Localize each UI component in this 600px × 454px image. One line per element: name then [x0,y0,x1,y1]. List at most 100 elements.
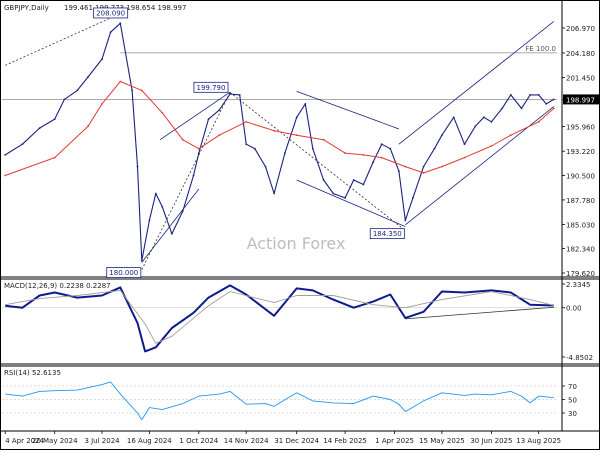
price-trend-line-1 [141,92,231,270]
symbol-label: GBPJPY,Daily [4,4,49,12]
macd-series-signal [5,289,554,344]
price-price-point [344,197,346,199]
annotation-box-2 [106,267,142,278]
price-sma-point [552,107,555,110]
price-price-point [380,143,383,146]
price-price-point [197,152,200,155]
price-sma-point [53,156,56,159]
price-price-point [295,116,298,119]
price-price-point [148,219,151,222]
annotation-box-3 [369,228,405,240]
price-price-point [245,143,248,146]
price-sma-point [380,156,383,159]
rsi-y-tick-label: 70 [568,383,577,391]
price-price-point [537,94,540,96]
price-price-point [140,259,143,262]
series-layer [4,22,555,421]
price-y-tick-label: 206.970 [566,25,595,33]
current-price-label: 198.997 [566,96,595,104]
price-price-point [136,165,139,168]
price-trend-line-8 [398,21,555,145]
price-price-point [119,22,122,25]
price-price-point [253,147,256,150]
price-price-point [552,98,555,101]
price-trend-line-6 [296,179,406,227]
price-price-point [501,107,503,110]
price-sma-point [119,80,122,83]
price-sma-point [101,103,103,105]
current-price-box [563,94,599,105]
price-price-point [404,219,407,222]
annotation-box-1 [193,81,229,93]
macd-y-tick-label: 0.00 [566,305,582,313]
price-sma-point [87,125,89,128]
price-price-point [441,134,443,137]
price-sma-point [161,111,164,114]
price-y-tick-label: 195.960 [566,124,595,132]
x-tick-label: 13 Aug 2025 [516,437,561,445]
fe-annotation-label: FE 100.0 [525,45,556,53]
price-y-tick-label: 190.500 [566,173,595,181]
price-sma-point [490,145,493,147]
price-price-point [161,206,164,208]
price-sma-point [404,165,407,168]
price-price-point [87,76,89,78]
price-price-point [452,116,455,119]
price-price-point [181,210,184,213]
price-price-point [101,58,103,60]
price-trend-line-2 [229,92,406,231]
x-tick-label: 4 Apr 2024 [5,437,44,445]
price-sma-point [197,147,200,150]
price-price-point [238,94,241,96]
price-price-point [463,143,466,146]
price-price-point [483,116,485,119]
price-sma-point [295,134,298,137]
rsi-y-tick-label: 30 [568,410,577,418]
x-tick-label: 30 Jun 2025 [470,437,512,445]
price-sma-point [422,172,425,174]
price-price-point [21,143,24,146]
x-tick-label: 14 Nov 2024 [224,437,269,445]
price-price-point [53,118,56,120]
price-sma-point [322,138,325,141]
price-sma-point [273,129,275,132]
price-price-point [545,103,548,105]
price-price-point [520,107,523,110]
price-price-point [474,125,477,128]
macd-label: MACD(12,26,9) 0.2238 0.2287 [4,282,111,290]
price-price-point [218,109,221,111]
price-price-point [322,179,325,181]
price-price-point [398,170,400,173]
price-trend-line-3 [159,91,231,141]
price-price-point [304,103,307,105]
price-sma-point [509,134,512,137]
x-tick-label: 16 Aug 2024 [127,437,172,445]
x-tick-label: 31 Dec 2024 [274,437,319,445]
price-price-point [207,118,210,120]
price-price-point [422,165,425,168]
price-price-point [4,154,7,156]
annotation-label-0: 208.090 [96,9,125,17]
x-tick-label: 15 May 2025 [419,437,465,445]
price-y-tick-label: 182.340 [566,246,595,254]
price-y-tick-label: 204.180 [566,50,595,58]
x-tick-label: 20 May 2024 [32,437,78,445]
price-price-point [284,152,286,155]
price-price-point [529,94,531,96]
price-y-tick-label: 201.450 [566,74,595,82]
macd-series-macd [5,284,554,353]
price-sma-point [218,134,221,137]
price-sma-point [344,152,346,155]
x-tick-label: 1 Apr 2025 [375,437,414,445]
price-price-point [229,93,231,95]
price-price-point [372,161,374,164]
price-price-point [412,197,414,199]
price-y-tick-label: 185.030 [566,222,595,230]
price-price-point [509,94,512,96]
price-trend-line-5 [296,90,400,130]
price-price-point [264,165,267,168]
price-price-point [171,232,173,235]
annotation-layer: 208.090 199.790 180.000 184.350 FE 100.0 [93,7,556,278]
